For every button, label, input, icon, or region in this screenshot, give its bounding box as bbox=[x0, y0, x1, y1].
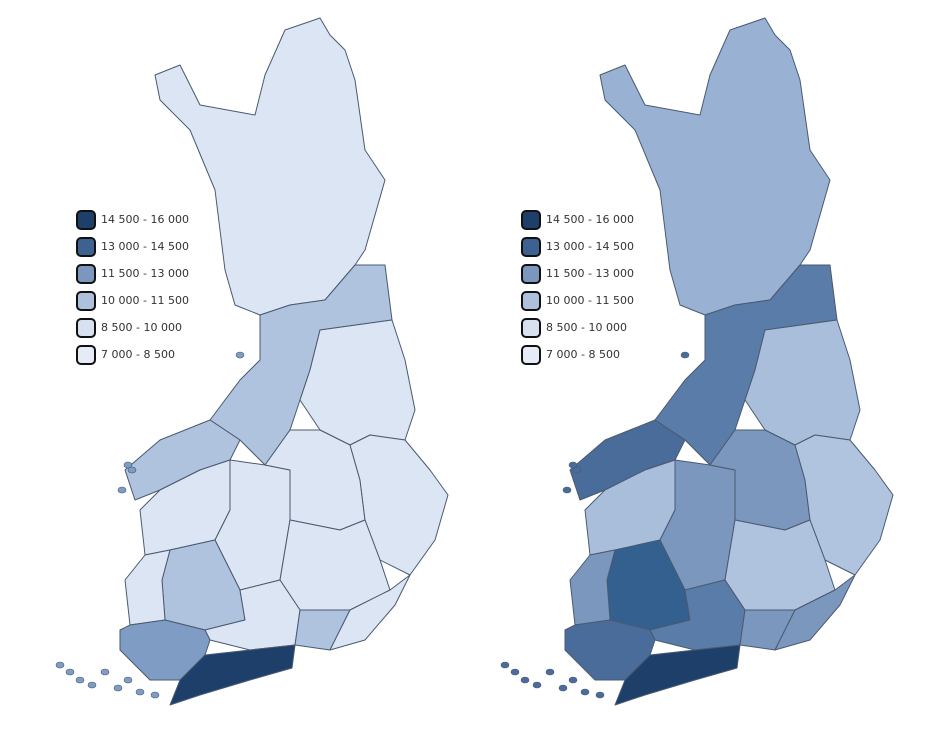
region bbox=[614, 644, 741, 706]
region bbox=[329, 574, 411, 651]
island bbox=[558, 684, 568, 692]
island bbox=[113, 684, 123, 692]
finland-map: 14 500 - 16 000 13 000 - 14 500 11 500 - 1… bbox=[500, 17, 894, 706]
legend-label: 10 000 - 11 500 bbox=[101, 294, 189, 307]
legend-swatch bbox=[521, 318, 541, 338]
island bbox=[562, 486, 572, 494]
island bbox=[55, 661, 65, 669]
island bbox=[580, 688, 590, 696]
island bbox=[135, 688, 145, 696]
island bbox=[680, 351, 690, 359]
island bbox=[123, 676, 133, 684]
region bbox=[569, 419, 686, 501]
legend-swatch bbox=[76, 210, 96, 230]
legend-swatch bbox=[521, 264, 541, 284]
region bbox=[794, 434, 894, 576]
island bbox=[100, 668, 110, 676]
region bbox=[774, 574, 856, 651]
legend-swatch bbox=[521, 345, 541, 365]
legend-label: 8 500 - 10 000 bbox=[101, 321, 182, 334]
island bbox=[510, 668, 520, 676]
island bbox=[568, 461, 578, 469]
island bbox=[87, 681, 97, 689]
legend-swatch bbox=[76, 237, 96, 257]
legend-swatch bbox=[521, 291, 541, 311]
legend: 14 500 - 16 000 13 000 - 14 500 11 500 - 1… bbox=[76, 210, 189, 365]
legend-label: 10 000 - 11 500 bbox=[546, 294, 634, 307]
legend-label: 13 000 - 14 500 bbox=[546, 240, 634, 253]
finland-map: 14 500 - 16 000 13 000 - 14 500 11 500 - 1… bbox=[55, 17, 449, 706]
region bbox=[124, 419, 241, 501]
island bbox=[235, 351, 245, 359]
region bbox=[349, 434, 449, 576]
island bbox=[572, 466, 582, 474]
island bbox=[568, 676, 578, 684]
island bbox=[117, 486, 127, 494]
island bbox=[595, 691, 605, 699]
legend-label: 8 500 - 10 000 bbox=[546, 321, 627, 334]
legend: 14 500 - 16 000 13 000 - 14 500 11 500 - 1… bbox=[521, 210, 634, 365]
legend-label: 14 500 - 16 000 bbox=[101, 213, 189, 226]
island bbox=[123, 461, 133, 469]
island bbox=[65, 668, 75, 676]
legend-swatch bbox=[76, 291, 96, 311]
legend-label: 11 500 - 13 000 bbox=[546, 267, 634, 280]
island bbox=[500, 661, 510, 669]
legend-swatch bbox=[521, 237, 541, 257]
island bbox=[520, 676, 530, 684]
island bbox=[532, 681, 542, 689]
island bbox=[545, 668, 555, 676]
island bbox=[150, 691, 160, 699]
legend-label: 14 500 - 16 000 bbox=[546, 213, 634, 226]
region bbox=[599, 17, 831, 316]
legend-swatch bbox=[521, 210, 541, 230]
legend-label: 11 500 - 13 000 bbox=[101, 267, 189, 280]
region bbox=[154, 17, 386, 316]
legend-label: 7 000 - 8 500 bbox=[101, 348, 175, 361]
legend-swatch bbox=[76, 345, 96, 365]
legend-label: 13 000 - 14 500 bbox=[101, 240, 189, 253]
legend-swatch bbox=[76, 318, 96, 338]
legend-label: 7 000 - 8 500 bbox=[546, 348, 620, 361]
region bbox=[169, 644, 296, 706]
island bbox=[75, 676, 85, 684]
island bbox=[127, 466, 137, 474]
legend-swatch bbox=[76, 264, 96, 284]
